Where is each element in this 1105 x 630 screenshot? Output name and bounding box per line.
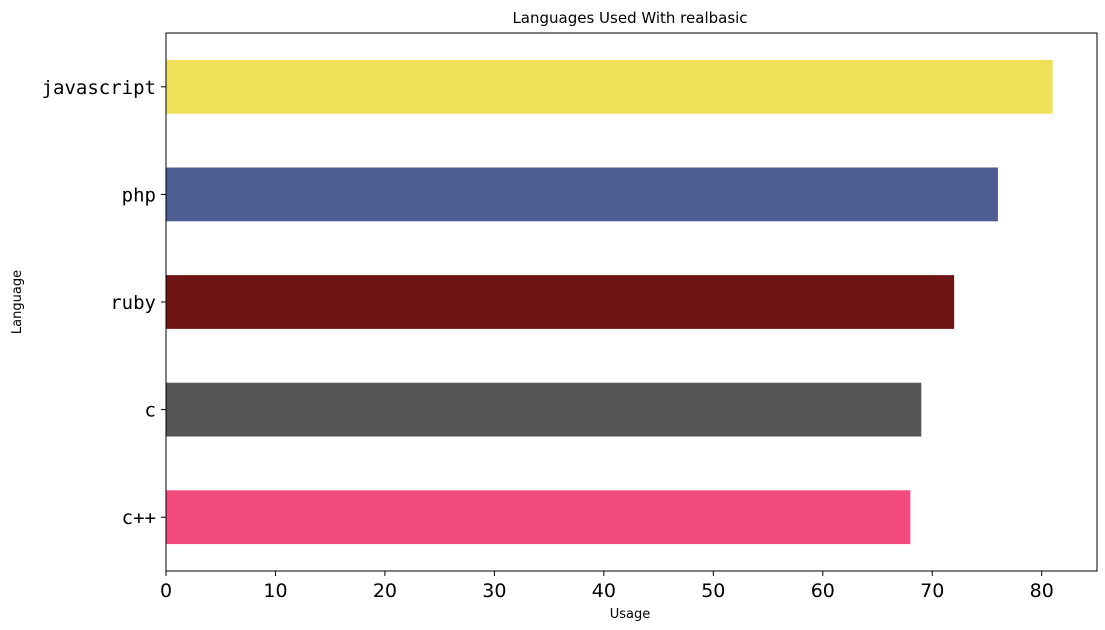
y-tick-label: c [145, 400, 156, 422]
y-tick-label: ruby [110, 292, 156, 314]
bar-c [166, 382, 922, 437]
bar-php [166, 167, 998, 222]
x-tick-label: 10 [263, 580, 287, 602]
x-tick-label: 20 [373, 580, 397, 602]
bar-ruby [166, 275, 955, 329]
y-tick-label: c++ [122, 507, 156, 529]
x-tick-label: 30 [482, 580, 506, 602]
x-tick-label: 80 [1030, 580, 1054, 602]
bars [166, 59, 1053, 545]
x-tick-label: 40 [592, 580, 616, 602]
x-tick-label: 50 [701, 580, 725, 602]
y-axis-label: Language [10, 270, 25, 334]
y-tick-label: php [122, 184, 156, 206]
x-axis-label: Usage [610, 607, 651, 622]
bar-c++ [166, 490, 911, 545]
x-tick-label: 0 [160, 580, 172, 602]
y-axis: c++ c ruby php javascript [42, 77, 166, 529]
x-tick-label: 60 [811, 580, 835, 602]
bar-javascript [166, 59, 1053, 114]
x-axis: 0 10 20 30 40 50 60 70 80 [160, 571, 1054, 602]
chart-title: Languages Used With realbasic [512, 9, 747, 27]
y-tick-label: javascript [42, 77, 156, 99]
x-tick-label: 70 [920, 580, 944, 602]
